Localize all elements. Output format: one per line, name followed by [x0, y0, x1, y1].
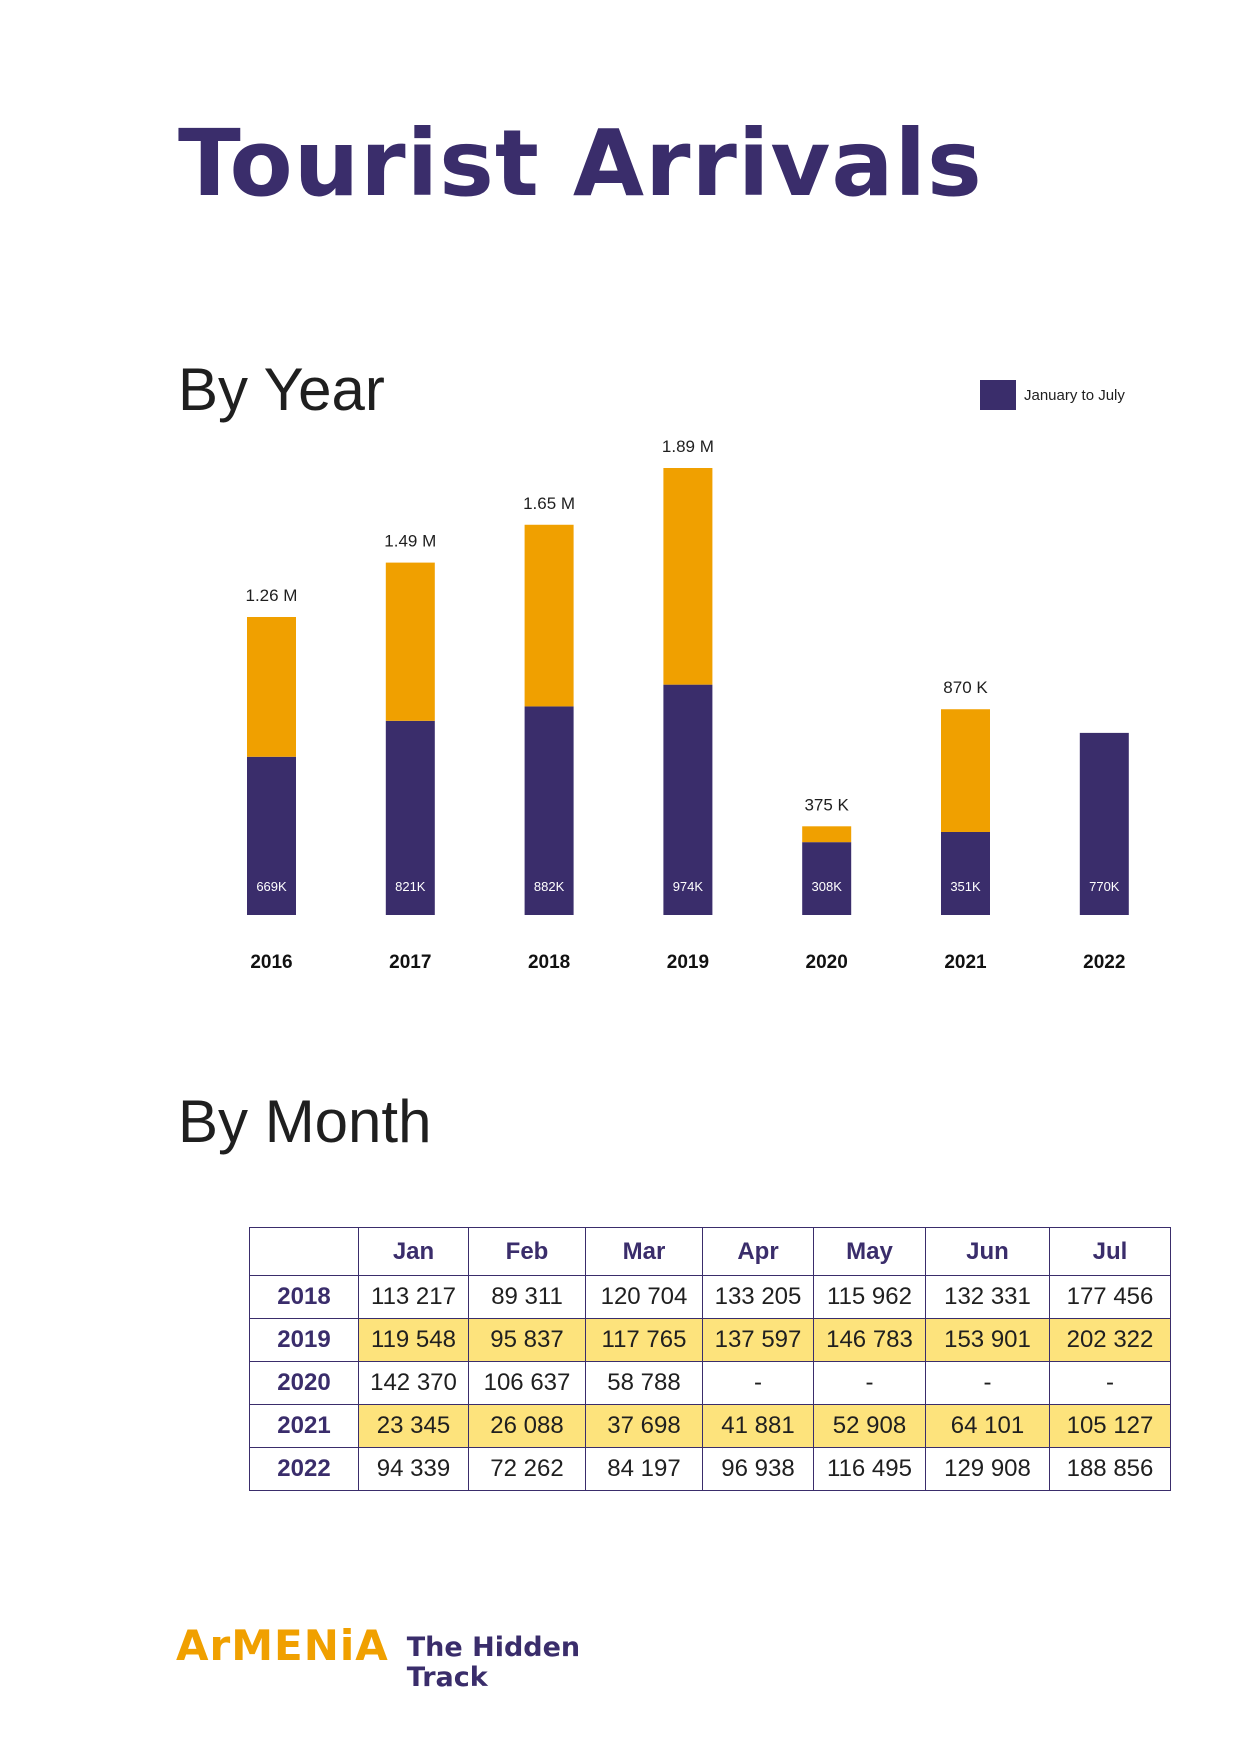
table-header-jun: Jun: [925, 1227, 1050, 1276]
table-header-row: Jan Feb Mar Apr May Jun Jul: [249, 1227, 1171, 1276]
bar-inner-label: 351K: [950, 879, 981, 894]
legend-label: January to July: [1024, 386, 1125, 404]
table-cell: 106 637: [468, 1361, 586, 1405]
page-title: Tourist Arrivals: [178, 110, 983, 217]
row-year: 2022: [249, 1447, 359, 1491]
table-row-2019: 2019 119 548 95 837 117 765 137 597 146 …: [249, 1318, 1171, 1362]
table-cell: 117 765: [585, 1318, 703, 1362]
tagline-line-1: The Hidden: [406, 1632, 581, 1663]
table-cell: -: [702, 1361, 814, 1405]
table-cell: 119 548: [358, 1318, 469, 1362]
bar-segment-jan-jul: [385, 720, 435, 915]
table-cell: 96 938: [702, 1447, 814, 1491]
bar-inner-label: 821K: [395, 879, 426, 894]
table-header-jan: Jan: [358, 1227, 469, 1276]
x-tick-label: 2021: [944, 952, 987, 973]
table-cell: 52 908: [813, 1404, 926, 1448]
table-cell: 153 901: [925, 1318, 1050, 1362]
bar-total-label: 375 K: [804, 795, 849, 814]
monthly-arrivals-table: Jan Feb Mar Apr May Jun Jul 2018 113 217…: [249, 1227, 1171, 1491]
bar-segment-rest-of-year: [802, 826, 852, 843]
table-cell: 132 331: [925, 1275, 1050, 1319]
table-header-corner: [249, 1227, 359, 1276]
bar-inner-label: 308K: [812, 879, 843, 894]
bar-segment-rest-of-year: [941, 709, 990, 832]
bar-segment-jan-jul: [1079, 732, 1129, 915]
bar-total-label: 1.65 M: [523, 494, 575, 513]
bar-total-label: 1.49 M: [384, 532, 436, 551]
row-year: 2021: [249, 1404, 359, 1448]
x-tick-label: 2019: [667, 952, 709, 973]
bar-inner-label: 669K: [256, 879, 287, 894]
table-cell: 64 101: [925, 1404, 1050, 1448]
by-year-heading: By Year: [178, 356, 385, 423]
table-header-apr: Apr: [702, 1227, 814, 1276]
table-cell: 41 881: [702, 1404, 814, 1448]
table-row-2020: 2020 142 370 106 637 58 788 - - - -: [249, 1361, 1171, 1405]
table-cell: 137 597: [702, 1318, 814, 1362]
footer-logo: ArMENiA The Hidden Track: [176, 1625, 580, 1693]
table-cell: 177 456: [1049, 1275, 1171, 1319]
table-header-mar: Mar: [585, 1227, 703, 1276]
bar-segment-rest-of-year: [524, 524, 574, 707]
table-cell: -: [925, 1361, 1050, 1405]
bar-total-label: 870 K: [943, 678, 988, 697]
row-year: 2019: [249, 1318, 359, 1362]
row-year: 2020: [249, 1361, 359, 1405]
row-year: 2018: [249, 1275, 359, 1319]
tagline-line-2: Track: [406, 1662, 488, 1693]
table-cell: 142 370: [358, 1361, 469, 1405]
table-cell: 23 345: [358, 1404, 469, 1448]
table-cell: 129 908: [925, 1447, 1050, 1491]
bar-segment-jan-jul: [663, 684, 713, 915]
bar-segment-jan-jul: [941, 831, 990, 915]
bar-segment-rest-of-year: [247, 617, 296, 757]
x-tick-label: 2016: [250, 952, 292, 973]
table-cell: 95 837: [468, 1318, 586, 1362]
bar-total-label: 1.89 M: [662, 437, 714, 456]
table-cell: 116 495: [813, 1447, 926, 1491]
table-cell: 146 783: [813, 1318, 926, 1362]
table-header-may: May: [813, 1227, 926, 1276]
bar-inner-label: 974K: [673, 879, 704, 894]
brand-wordmark: ArMENiA: [176, 1621, 389, 1670]
table-cell: 188 856: [1049, 1447, 1171, 1491]
table-cell: 115 962: [813, 1275, 926, 1319]
table-row-2018: 2018 113 217 89 311 120 704 133 205 115 …: [249, 1275, 1171, 1319]
table-cell: 58 788: [585, 1361, 703, 1405]
table-cell: 94 339: [358, 1447, 469, 1491]
table-cell: 202 322: [1049, 1318, 1171, 1362]
x-tick-label: 2018: [528, 952, 570, 973]
table-cell: 120 704: [585, 1275, 703, 1319]
table-header-feb: Feb: [468, 1227, 586, 1276]
table-cell: 89 311: [468, 1275, 586, 1319]
table-cell: 26 088: [468, 1404, 586, 1448]
table-cell: 84 197: [585, 1447, 703, 1491]
bar-total-label: 1.26 M: [246, 586, 298, 605]
legend-swatch: [980, 380, 1016, 410]
by-month-heading: By Month: [178, 1088, 432, 1155]
x-tick-label: 2020: [806, 952, 848, 973]
brand-tagline: The Hidden Track: [407, 1633, 580, 1693]
table-cell: 113 217: [358, 1275, 469, 1319]
table-cell: 72 262: [468, 1447, 586, 1491]
bar-segment-jan-jul: [524, 706, 574, 915]
bar-segment-rest-of-year: [385, 562, 435, 721]
bar-segment-jan-jul: [247, 756, 296, 915]
bar-segment-jan-jul: [802, 842, 852, 915]
table-cell: 37 698: [585, 1404, 703, 1448]
table-cell: -: [813, 1361, 926, 1405]
x-tick-label: 2017: [389, 952, 431, 973]
bar-inner-label: 882K: [534, 879, 565, 894]
bar-inner-label: 770K: [1089, 879, 1120, 894]
table-header-jul: Jul: [1049, 1227, 1171, 1276]
table-cell: 105 127: [1049, 1404, 1171, 1448]
table-row-2021: 2021 23 345 26 088 37 698 41 881 52 908 …: [249, 1404, 1171, 1448]
chart-legend: January to July: [980, 380, 1125, 410]
table-cell: -: [1049, 1361, 1171, 1405]
x-tick-label: 2022: [1083, 952, 1125, 973]
table-row-2022: 2022 94 339 72 262 84 197 96 938 116 495…: [249, 1447, 1171, 1491]
bar-segment-rest-of-year: [663, 468, 713, 685]
table-cell: 133 205: [702, 1275, 814, 1319]
